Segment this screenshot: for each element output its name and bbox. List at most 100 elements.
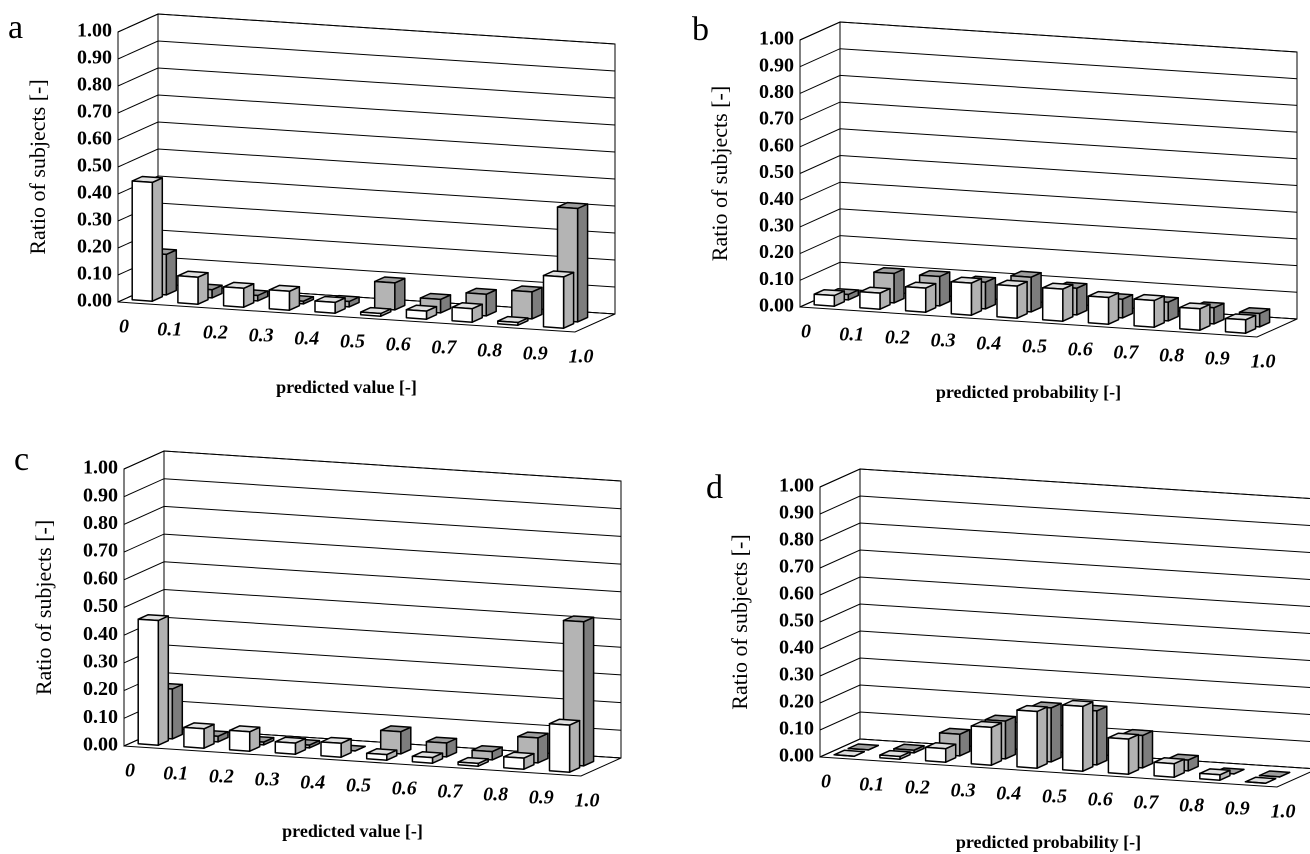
x-tick-label: 0.9: [523, 343, 548, 365]
bar: [359, 306, 392, 317]
x-axis-label: predicted value [-]: [276, 377, 417, 397]
grid-line: [123, 533, 622, 565]
bar-side-shade: [537, 733, 548, 763]
bar-front: [1199, 772, 1221, 781]
x-tick-label: 0.1: [157, 319, 182, 341]
bar-front: [950, 281, 973, 316]
y-tick-label: 1.00: [83, 457, 118, 479]
y-tick-label: 0.30: [779, 664, 814, 686]
grid-line: [819, 576, 1310, 608]
y-axis-label: Ratio of subjects [-]: [727, 534, 752, 709]
bar-front: [268, 289, 291, 311]
bar-front: [996, 284, 1018, 319]
bar: [497, 315, 529, 326]
bar: [813, 288, 846, 307]
grid-line: [799, 261, 1298, 293]
x-tick-label: 0: [119, 316, 129, 338]
bar: [1087, 290, 1120, 325]
bar-side-shade: [166, 249, 177, 295]
x-tick-label: 0.9: [1225, 798, 1250, 820]
grid-line: [799, 101, 1298, 133]
bar: [859, 286, 891, 310]
y-tick-label: 0.60: [83, 567, 118, 589]
x-tick-label: 0.3: [255, 769, 280, 791]
bar-side-shade: [894, 269, 904, 303]
x-tick-label: 0.5: [340, 331, 365, 353]
y-tick-label: 0.80: [77, 74, 112, 96]
bar: [228, 725, 261, 752]
grid-line: [117, 67, 616, 99]
panel: 0.000.100.200.300.400.500.600.700.800.90…: [706, 468, 1310, 852]
bar: [471, 744, 503, 761]
y-tick-label: 0.30: [77, 209, 112, 231]
panel-letter: a: [8, 9, 23, 46]
y-tick-label: 0.60: [77, 128, 112, 150]
bar: [451, 302, 483, 323]
bar-front: [503, 756, 525, 770]
bar-side-shade: [1154, 296, 1165, 328]
grid-line: [819, 522, 1310, 554]
bar: [274, 736, 307, 755]
bar-front: [1041, 287, 1064, 322]
bar: [950, 276, 983, 316]
bar-side-shade: [243, 283, 254, 308]
x-tick-label: 0.3: [249, 325, 274, 347]
bar: [833, 749, 866, 757]
bar-side-shade: [925, 283, 936, 313]
y-tick-label: 0.60: [779, 583, 814, 605]
y-tick-label: 0.00: [83, 734, 118, 756]
bar-side-shade: [394, 278, 405, 310]
bar-side-shade: [341, 738, 352, 758]
grid-line: [117, 13, 616, 45]
bar: [177, 270, 209, 305]
x-tick-label: 0.6: [1088, 789, 1113, 811]
grid-line: [799, 21, 1298, 53]
y-tick-label: 0.40: [779, 637, 814, 659]
grid-line: [799, 181, 1298, 213]
bar-side-shade: [1142, 731, 1153, 768]
bar-front: [511, 289, 533, 320]
bar: [1244, 776, 1277, 784]
bar-front: [405, 308, 428, 320]
y-tick-label: 0.70: [77, 101, 112, 123]
bar-side-shade: [563, 272, 574, 329]
bar-side-shade: [400, 727, 411, 754]
grid-line: [117, 121, 616, 153]
bar-front: [373, 280, 396, 311]
bar-side-shade: [257, 291, 268, 301]
x-tick-label: 0.7: [1113, 342, 1139, 364]
x-tick-label: 0.4: [294, 328, 319, 350]
bar-front: [542, 274, 565, 329]
bar-front: [1061, 704, 1084, 772]
x-axis-label: predicted probability [-]: [956, 832, 1141, 852]
bar: [904, 281, 937, 313]
bar-side-shade: [158, 616, 169, 746]
x-axis-label: predicted value [-]: [282, 821, 423, 841]
grid-line: [799, 48, 1298, 80]
bar: [411, 751, 444, 764]
bar-side-shade: [472, 304, 483, 323]
panel: 0.000.100.200.300.400.500.600.700.800.90…: [692, 11, 1298, 402]
y-tick-label: 0.20: [83, 678, 118, 700]
bar-front: [813, 293, 836, 307]
y-tick-label: 0.10: [759, 268, 794, 290]
bar-side-shade: [959, 729, 970, 756]
bar-side-shade: [249, 727, 260, 752]
bar-side-shade: [1213, 303, 1224, 324]
bar: [1041, 282, 1074, 322]
y-tick-label: 0.20: [759, 241, 794, 263]
bar: [373, 276, 406, 311]
y-axis-label: Ratio of subjects [-]: [25, 79, 50, 254]
y-tick-label: 0.50: [77, 155, 112, 177]
x-tick-label: 0.5: [1042, 786, 1067, 808]
bar-side-shade: [1017, 281, 1028, 319]
bar: [503, 751, 535, 770]
x-tick-label: 0.2: [203, 322, 228, 344]
x-tick-label: 0.6: [1068, 339, 1093, 361]
bar-front: [228, 729, 251, 752]
y-tick-label: 0.00: [779, 745, 814, 767]
bar-side-shade: [152, 177, 163, 302]
bar-front: [970, 725, 993, 766]
bar-front: [457, 761, 479, 767]
bar-front: [274, 741, 297, 755]
